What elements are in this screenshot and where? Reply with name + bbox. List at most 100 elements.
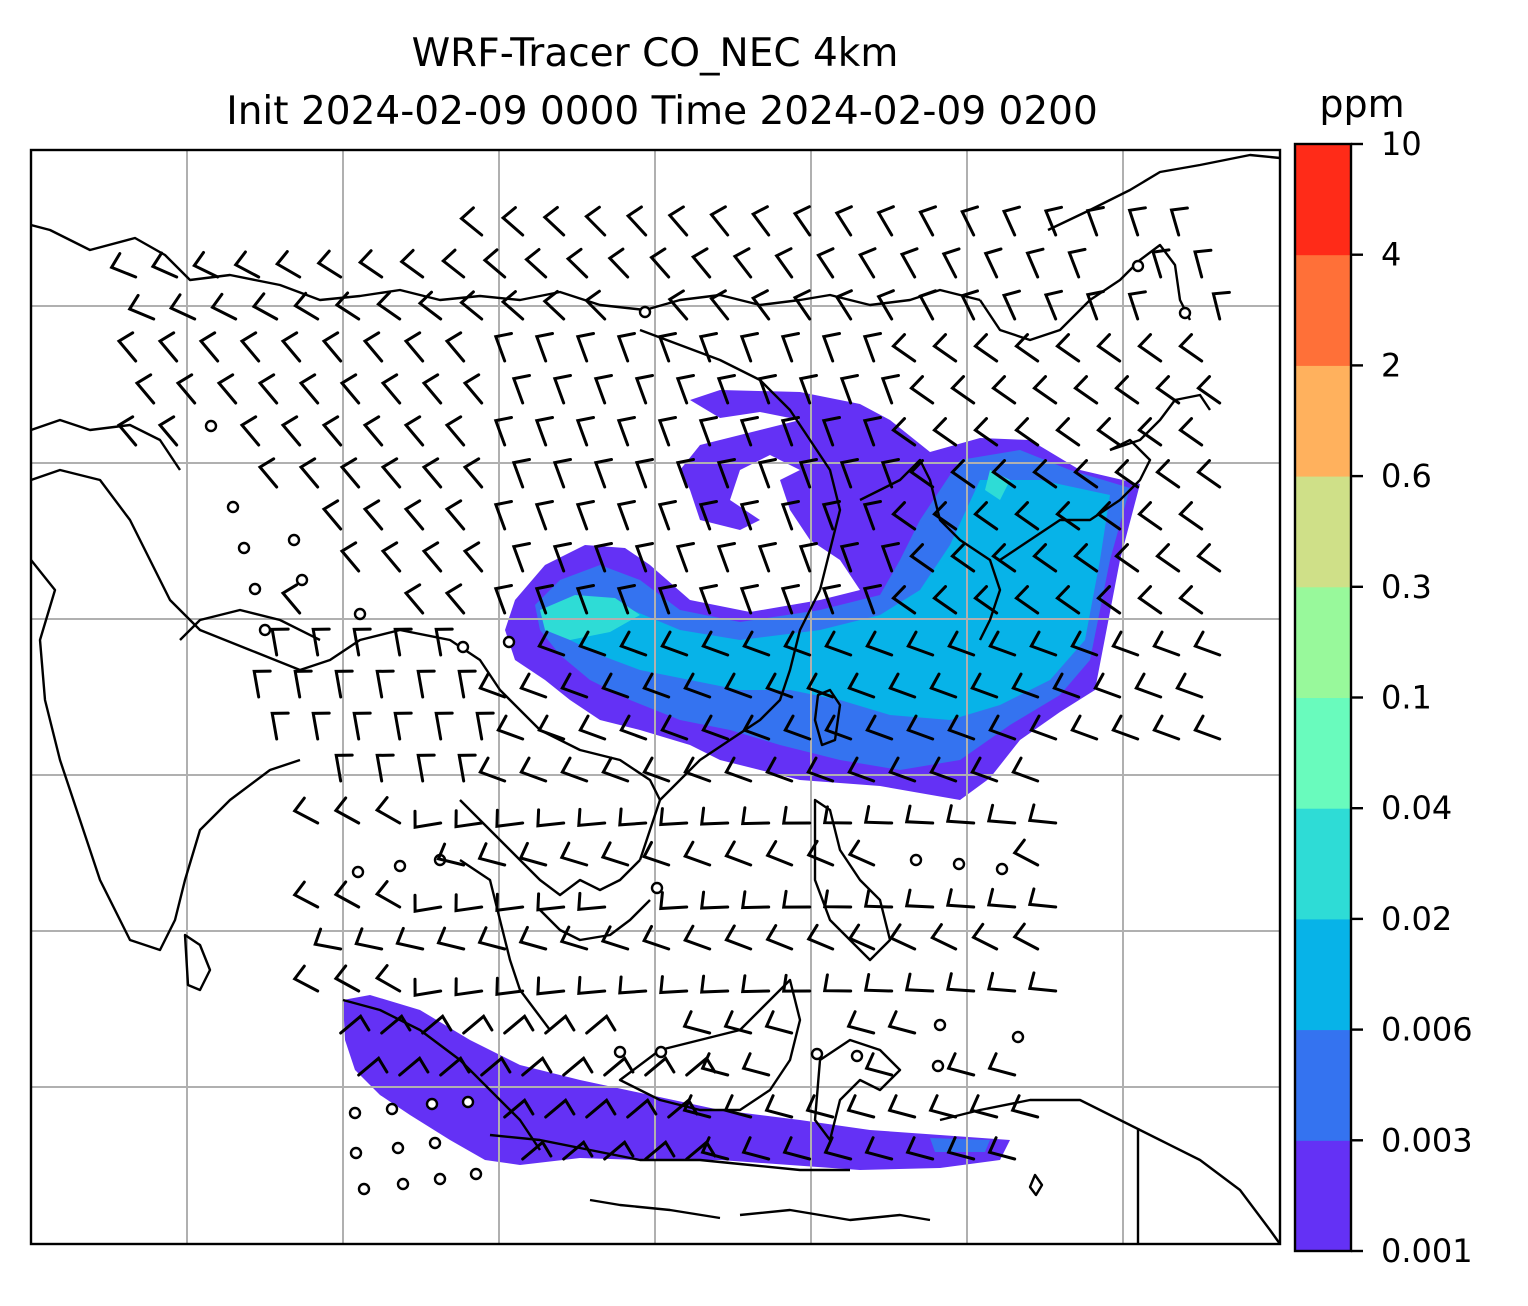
wind-barb bbox=[534, 500, 554, 531]
colorbar: ppm 0.001 0.003 0.006 0.02 0.04 0.1 0.3 0.6 2 4 10 bbox=[1293, 82, 1473, 1270]
wind-barb bbox=[1114, 459, 1140, 489]
wind-barb bbox=[1055, 585, 1081, 615]
wind-barb bbox=[518, 841, 548, 867]
wind-barb bbox=[552, 542, 572, 573]
wind-barb bbox=[1193, 630, 1222, 657]
wind-barb bbox=[552, 374, 572, 405]
wind-barb bbox=[839, 542, 859, 573]
wind-barb bbox=[1096, 333, 1122, 363]
wind-barb bbox=[362, 415, 384, 447]
wind-barb bbox=[1012, 922, 1040, 951]
wind-barb bbox=[333, 796, 361, 825]
colorbar-tick-label: 0.1 bbox=[1381, 679, 1432, 717]
wind-barb bbox=[822, 805, 853, 825]
wind-barb bbox=[619, 714, 648, 741]
wind-barb bbox=[950, 459, 976, 489]
wind-barb bbox=[698, 416, 718, 447]
calm-wind-marker bbox=[810, 1047, 824, 1061]
wind-barb bbox=[709, 289, 730, 321]
wind-barb bbox=[1137, 585, 1163, 615]
wind-barb bbox=[542, 289, 566, 321]
wind-barb bbox=[457, 753, 477, 783]
wind-barb bbox=[701, 630, 730, 657]
colorbar-tick-label: 0.04 bbox=[1381, 789, 1452, 827]
wind-barb bbox=[603, 1056, 635, 1077]
wind-barb bbox=[616, 584, 636, 615]
colorbar-tick-label: 4 bbox=[1381, 236, 1401, 274]
wind-barb bbox=[792, 205, 812, 237]
wind-barb bbox=[534, 416, 554, 447]
wind-barb bbox=[334, 753, 354, 783]
wind-barb bbox=[417, 290, 443, 321]
calm-wind-marker bbox=[469, 1167, 483, 1181]
wind-barb bbox=[1127, 206, 1147, 237]
wind-barb bbox=[846, 1010, 876, 1035]
wind-barb bbox=[559, 925, 589, 951]
wind-barb bbox=[413, 893, 443, 913]
wind-barb bbox=[1111, 714, 1140, 741]
wind-barb bbox=[416, 669, 436, 699]
wind-barb bbox=[478, 672, 507, 699]
wind-barb bbox=[876, 289, 895, 321]
colorbar-ticks: 0.001 0.003 0.006 0.02 0.04 0.1 0.3 0.6 2 4 10 bbox=[1351, 125, 1473, 1270]
wind-barb bbox=[625, 205, 648, 237]
wind-barb bbox=[742, 630, 771, 657]
wind-barb bbox=[462, 457, 484, 489]
wind-barb bbox=[1014, 585, 1040, 615]
wind-barb bbox=[928, 1094, 958, 1119]
colorbar-block-6 bbox=[1295, 476, 1351, 588]
wind-barb bbox=[210, 292, 238, 321]
wind-barb bbox=[888, 672, 917, 699]
wind-barb bbox=[683, 672, 712, 699]
wind-barb bbox=[626, 1098, 658, 1119]
wind-barb bbox=[270, 711, 290, 741]
wind-barb bbox=[413, 809, 443, 829]
wind-barb bbox=[459, 206, 484, 237]
wind-barb bbox=[757, 458, 777, 489]
calm-wind-marker bbox=[1131, 259, 1145, 273]
wind-barb bbox=[644, 1140, 676, 1161]
colorbar-blocks bbox=[1295, 144, 1351, 1252]
wind-barb bbox=[834, 205, 853, 237]
wind-barb bbox=[493, 416, 513, 447]
wind-barb bbox=[764, 1094, 794, 1119]
title-line-2: Init 2024-02-09 0000 Time 2024-02-09 020… bbox=[226, 89, 1098, 134]
wind-barb bbox=[1010, 1094, 1040, 1119]
wind-barb bbox=[352, 627, 372, 657]
calm-wind-marker bbox=[349, 1146, 363, 1160]
wind-barb bbox=[1111, 630, 1140, 657]
colorbar-tick-label: 0.02 bbox=[1381, 900, 1452, 938]
wind-barb bbox=[740, 974, 771, 994]
wind-barb bbox=[393, 627, 413, 657]
wind-barb bbox=[987, 1052, 1017, 1077]
wind-barb bbox=[899, 247, 919, 279]
wind-barb bbox=[970, 756, 999, 783]
wind-barb bbox=[116, 415, 138, 447]
wind-barb bbox=[534, 332, 554, 363]
wind-barb bbox=[578, 630, 607, 657]
wind-barb bbox=[175, 373, 197, 405]
wind-barb bbox=[403, 499, 425, 531]
wind-barb bbox=[1175, 672, 1204, 699]
wind-barb bbox=[157, 331, 179, 363]
wind-barb bbox=[742, 714, 771, 741]
colorbar-block-5 bbox=[1295, 586, 1351, 698]
wind-barb bbox=[932, 585, 958, 615]
wind-barb bbox=[723, 1010, 753, 1035]
wind-barb bbox=[739, 584, 759, 615]
wind-barb bbox=[1096, 417, 1122, 447]
calm-wind-marker bbox=[995, 862, 1009, 876]
calm-wind-marker bbox=[502, 635, 516, 649]
wind-barb bbox=[1155, 543, 1181, 573]
wind-barb bbox=[1027, 887, 1058, 909]
wind-barb bbox=[723, 1094, 753, 1119]
wind-barb bbox=[806, 756, 835, 783]
wind-barb bbox=[454, 809, 484, 829]
wind-barb bbox=[701, 714, 730, 741]
calm-wind-marker bbox=[226, 500, 240, 514]
plume-northeast-04 bbox=[540, 595, 640, 640]
wind-barb bbox=[552, 458, 572, 489]
wind-barb bbox=[333, 880, 361, 909]
wind-barb bbox=[792, 289, 812, 321]
wind-barb bbox=[657, 500, 677, 531]
